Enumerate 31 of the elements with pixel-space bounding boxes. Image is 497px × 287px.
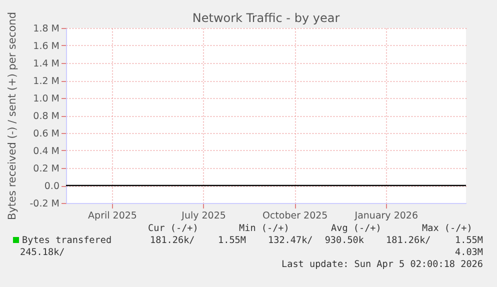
- y-tick-label: 1.8 M: [33, 24, 60, 34]
- y-tick-label: 1.6 M: [33, 41, 60, 52]
- text: Max (-/+): [422, 223, 472, 234]
- text: 4.03M: [455, 247, 484, 258]
- y-tick-label: 1.4 M: [33, 58, 60, 70]
- y-tick-label: 0.2 M: [33, 164, 60, 174]
- chart-title: Network Traffic - by year: [192, 11, 340, 25]
- text: 181.26k/: [386, 235, 431, 246]
- y-tick-label: 1.0 M: [33, 94, 60, 104]
- y-tick-label: -0.2 M: [30, 198, 60, 210]
- y-tick-label: 0.0: [44, 181, 60, 192]
- text: 181.26k/: [150, 235, 195, 246]
- text: Last update: Sun Apr 5 02:00:18 2026: [282, 259, 483, 270]
- x-tick-label: January 2026: [354, 210, 418, 222]
- legend-label: Bytes transfered: [22, 235, 112, 246]
- text: 930.50k: [324, 235, 364, 246]
- x-tick-label: October 2025: [262, 210, 328, 222]
- y-tick-label: 0.8 M: [33, 111, 60, 122]
- x-tick-label: April 2025: [88, 210, 137, 222]
- y-axis-title: Bytes received (-) / sent (+) per second: [6, 12, 19, 220]
- text: 245.18k/: [20, 247, 65, 258]
- text: Cur (-/+): [148, 223, 198, 234]
- x-tick-label: July 2025: [180, 210, 226, 222]
- text: 1.55M: [218, 235, 246, 246]
- text: 1.55M: [455, 235, 484, 246]
- y-tick-label: 0.4 M: [33, 146, 60, 157]
- text: 132.47k/: [268, 235, 313, 246]
- text: Min (-/+): [239, 223, 290, 234]
- text: Avg (-/+): [331, 223, 382, 234]
- y-tick-label: 0.6 M: [33, 128, 60, 140]
- y-tick-label: 1.2 M: [33, 76, 60, 87]
